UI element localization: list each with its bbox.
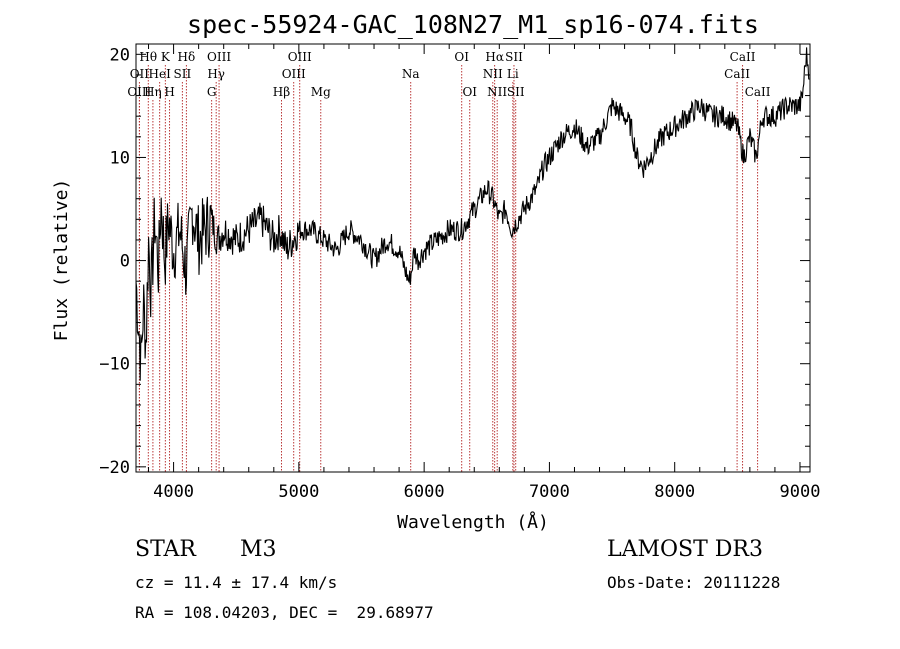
line-label: CaII xyxy=(724,67,750,81)
chart-title: spec-55924-GAC_108N27_M1_sp16-074.fits xyxy=(187,10,759,39)
line-label: OIII xyxy=(288,50,312,64)
line-label: Na xyxy=(402,67,420,81)
y-tick-label: −10 xyxy=(99,355,130,375)
x-tick-label: 4000 xyxy=(153,482,194,502)
object-class: STAR xyxy=(135,537,196,562)
line-label: H xyxy=(164,85,174,99)
redshift-cz: cz = 11.4 ± 17.4 km/s xyxy=(135,573,338,592)
line-label: Li xyxy=(507,67,519,81)
x-tick-label: 5000 xyxy=(278,482,319,502)
series-flux-line xyxy=(135,47,810,381)
coordinates: RA = 108.04203, DEC = 29.68977 xyxy=(135,603,434,622)
line-label: NII xyxy=(487,85,507,99)
line-label: HeI xyxy=(149,67,172,81)
line-label: SII xyxy=(505,50,523,64)
line-label: OIII xyxy=(207,50,231,64)
line-label: NII xyxy=(483,67,503,81)
line-label: Hδ xyxy=(178,50,196,64)
line-label: OIII xyxy=(282,67,306,81)
line-label: CaII xyxy=(745,85,771,99)
y-tick-label: 0 xyxy=(120,252,130,272)
x-axis-label: Wavelength (Å) xyxy=(397,511,549,533)
x-axis: 4000 5000 6000 7000 8000 9000 xyxy=(148,44,821,502)
line-label: K xyxy=(161,50,171,64)
object-subclass: M3 xyxy=(240,537,277,562)
line-label: Hα xyxy=(485,50,504,64)
line-label: Hη xyxy=(144,85,162,99)
obs-date: Obs-Date: 20111228 xyxy=(607,573,781,592)
line-label: Hγ xyxy=(207,67,225,81)
line-label: OII xyxy=(130,67,150,81)
line-label: OI xyxy=(462,85,477,99)
y-axis-label: Flux (relative) xyxy=(51,179,72,342)
line-label: OI xyxy=(454,50,469,64)
line-label: Mg xyxy=(311,85,331,99)
y-tick-label: −20 xyxy=(99,458,130,478)
y-axis: −20 −10 0 10 20 xyxy=(99,45,810,478)
line-label: CaII xyxy=(730,50,756,64)
line-label: SII xyxy=(174,67,192,81)
line-label: SII xyxy=(507,85,525,99)
line-label: G xyxy=(207,85,217,99)
x-tick-label: 6000 xyxy=(404,482,445,502)
line-label: Hθ xyxy=(139,50,157,64)
line-label: Hβ xyxy=(273,85,290,99)
x-tick-label: 7000 xyxy=(529,482,570,502)
x-tick-label: 8000 xyxy=(654,482,695,502)
survey-name: LAMOST DR3 xyxy=(607,537,763,562)
y-tick-label: 10 xyxy=(110,148,130,168)
y-tick-label: 20 xyxy=(110,45,130,65)
x-tick-label: 9000 xyxy=(780,482,821,502)
line-label: OIII xyxy=(127,85,151,99)
plot-frame xyxy=(135,43,811,473)
